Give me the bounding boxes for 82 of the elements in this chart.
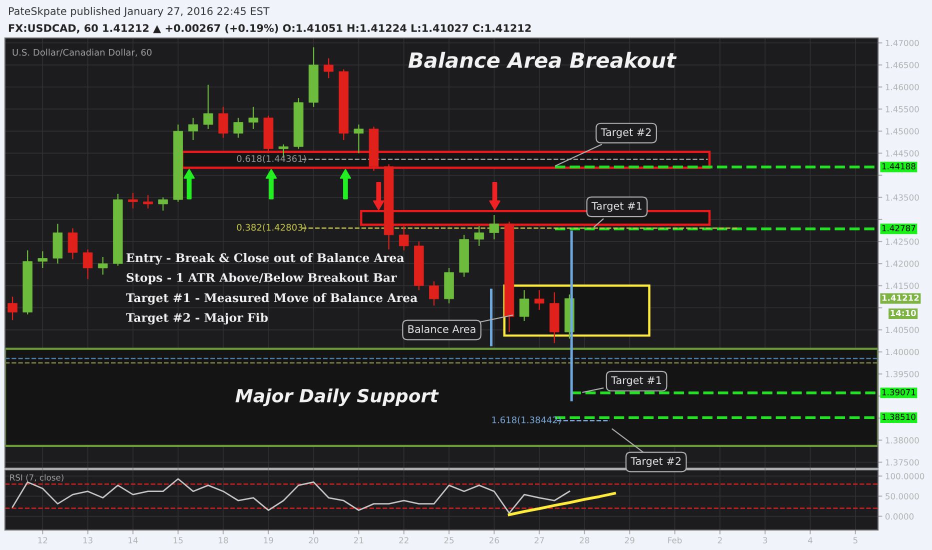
x-tick-label: 18 [218, 537, 228, 544]
y-tick-label: 1.41500 [886, 282, 919, 289]
text: U.S. Dollar/Canadian Dollar, 60 [12, 48, 152, 57]
candlestick [534, 290, 544, 311]
ref-line-label: 0.382(1.42803) [236, 224, 306, 232]
x-tick-label: 21 [354, 537, 364, 544]
annotation: Entry - Break & Close out of Balance Area [126, 253, 404, 265]
y-tick-label: 100.0000 [886, 473, 924, 480]
candlestick [354, 124, 364, 154]
text: FX:USDCAD, 60 1.41212 ▲ +0.00267 (+0.19%) O:1.41051 H:1.41224 L:1.41027 C:1.41212 [8, 24, 531, 34]
ref-line-label: 1.42787 [882, 224, 916, 232]
x-tick-label: 3 [763, 537, 768, 544]
y-tick-label: 1.46500 [886, 62, 919, 68]
y-tick-label: 1.42500 [886, 238, 919, 245]
y-tick-label: 1.45500 [886, 106, 919, 112]
text: 1.41212 [882, 294, 919, 301]
x-tick-label: 2 [718, 537, 722, 544]
y-tick-label: 1.39500 [886, 370, 919, 378]
y-tick-label: 1.40000 [886, 348, 919, 356]
candlestick [128, 192, 138, 209]
x-tick-label: 26 [489, 537, 499, 544]
candlestick [233, 117, 244, 138]
text: Balance Area Breakout [408, 52, 677, 68]
candlestick [203, 84, 214, 130]
ref-line-label: 1.38510 [882, 414, 916, 420]
annotation: Target #1 - Measured Move of Balance Area [126, 293, 418, 305]
x-tick-label: 19 [264, 537, 274, 544]
annotation: Target #2 - Major Fib [126, 312, 268, 324]
candlestick [8, 296, 18, 321]
y-tick-label: 1.47000 [886, 40, 919, 46]
x-tick-label: 15 [174, 537, 183, 544]
band-label: Major Daily Support [236, 388, 439, 406]
y-tick-label: 1.37500 [886, 459, 919, 466]
y-tick-label: 1.45000 [886, 128, 919, 134]
x-tick-label: 29 [624, 537, 634, 544]
y-tick-label: 50.0000 [886, 493, 919, 500]
candlestick [429, 280, 439, 306]
x-tick-label: 14 [128, 537, 138, 544]
x-tick-label: 12 [38, 537, 48, 544]
candlestick [158, 196, 168, 212]
ref-line-label: 1.39071 [882, 389, 916, 396]
candlestick [474, 226, 484, 246]
candlestick [98, 256, 108, 276]
annotation: Target #2 [600, 128, 651, 138]
candlestick [519, 290, 530, 322]
x-tick-label: 5 [853, 537, 858, 544]
x-tick-label: 27 [534, 537, 544, 544]
chart-title: RSI (7, close) [10, 474, 64, 482]
annotation: Balance Area [408, 324, 476, 334]
x-tick-label: 25 [444, 537, 454, 544]
annotation: Stops - 1 ATR Above/Below Breakout Bar [126, 272, 397, 284]
x-tick-label: 22 [399, 537, 408, 544]
y-tick-label: 1.42000 [886, 260, 919, 267]
annotation: Target #2 [630, 457, 681, 468]
candlestick [82, 248, 93, 280]
y-tick-label: 1.44500 [886, 150, 919, 157]
annotation: Target #1 [611, 376, 662, 386]
y-tick-label: 1.38000 [886, 437, 919, 444]
x-tick-label: 13 [83, 537, 92, 544]
ref-line-label: 0.618(1.44361) [236, 155, 306, 164]
annotation: Target #1 [592, 202, 642, 212]
text: PateSkpate published January 27, 2016 22:45 EST [9, 6, 270, 18]
line-series [508, 492, 616, 516]
text: 14:10 [890, 310, 916, 316]
x-tick-label: 28 [580, 537, 590, 544]
x-tick-label: Feb [668, 536, 682, 544]
y-tick-label: 0.0000 [885, 513, 914, 520]
ref-line-label: 1.44188 [882, 163, 916, 170]
y-tick-label: 1.46000 [886, 84, 919, 90]
x-tick-label: 4 [808, 537, 812, 544]
candlestick [143, 194, 153, 209]
candlestick [68, 228, 78, 260]
candlestick [188, 117, 198, 141]
candlestick [248, 106, 258, 130]
y-tick-label: 1.43500 [886, 194, 919, 201]
ref-line-label: 1.618(1.38442) [492, 416, 561, 424]
y-tick-label: 1.40500 [886, 326, 919, 334]
candlestick [38, 250, 48, 269]
candlestick [218, 106, 228, 138]
x-tick-label: 20 [308, 537, 318, 544]
candlestick [489, 214, 500, 240]
candlestick [324, 58, 334, 79]
